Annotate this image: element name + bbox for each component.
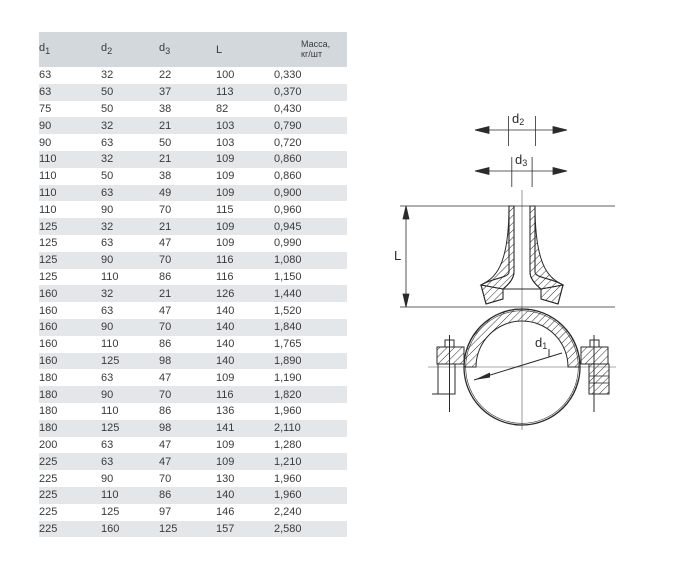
svg-text:L: L [394,248,401,263]
svg-text:d1: d1 [535,335,547,351]
svg-text:d3: d3 [515,152,527,168]
svg-text:d2: d2 [512,111,524,127]
